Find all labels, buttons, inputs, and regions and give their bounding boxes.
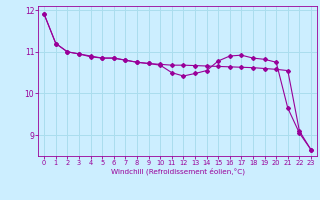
X-axis label: Windchill (Refroidissement éolien,°C): Windchill (Refroidissement éolien,°C) [111, 168, 244, 175]
